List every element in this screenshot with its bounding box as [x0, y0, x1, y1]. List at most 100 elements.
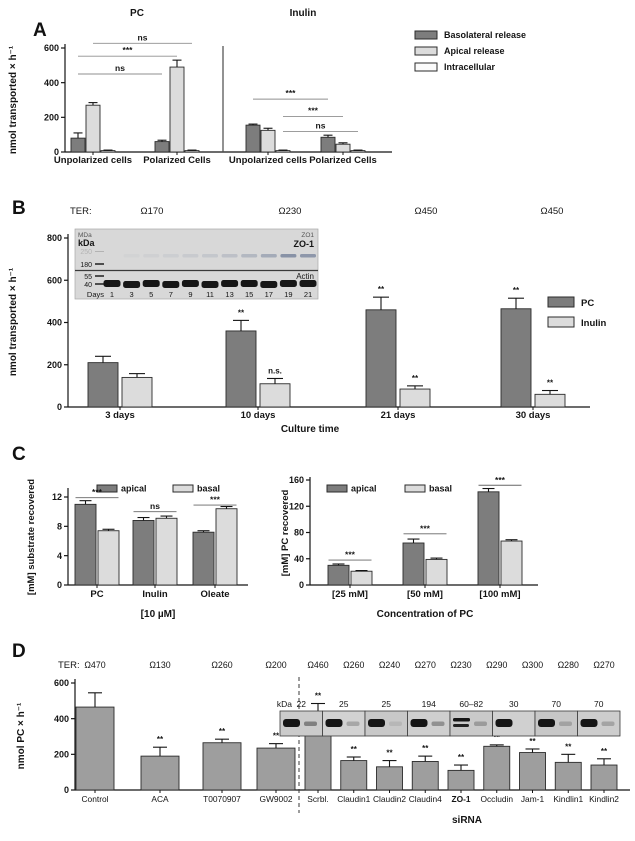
- zo1-band: [241, 254, 258, 258]
- x-axis-label: Concentration of PC: [377, 609, 474, 620]
- sig-annotation: ***: [92, 487, 103, 497]
- zo1-band: [143, 254, 160, 258]
- actin-band: [123, 281, 141, 288]
- inset-zo1-tag: ZO1: [301, 232, 314, 239]
- sig-label: **: [458, 753, 465, 762]
- bar-inulin-2: [399, 388, 431, 408]
- actin-band: [103, 280, 121, 287]
- y-tick-label: 0: [54, 147, 59, 157]
- blot-band-strong: [410, 719, 428, 727]
- y-tick-label: 400: [47, 318, 62, 328]
- y-axis-label: nmol transported × h⁻¹: [8, 45, 19, 154]
- kda-value: 70: [594, 699, 604, 709]
- blot-band-weak: [559, 721, 572, 726]
- bar-basal-2: [215, 508, 238, 586]
- legend-swatch-apical release: [414, 46, 438, 56]
- sig-annotation: ***: [495, 475, 506, 485]
- zo1-band: [280, 254, 297, 258]
- category-label: Control: [82, 794, 109, 804]
- sig-label: **: [494, 733, 501, 742]
- zo1-band: [221, 254, 238, 258]
- zo1-band: [202, 254, 218, 258]
- y-tick-label: 200: [54, 750, 69, 760]
- sig-label: n.s.: [268, 366, 282, 375]
- category-label: Polarized Cells: [309, 155, 377, 166]
- bar-pc-2: [365, 309, 397, 408]
- sig-annotation: ***: [123, 45, 134, 55]
- marker-55: 55: [84, 274, 92, 281]
- category-label: GW9002: [259, 794, 292, 804]
- blot-band-strong: [368, 719, 385, 727]
- legend-label-basolateral release: Basolateral release: [444, 30, 526, 40]
- sig-annotation: ns: [115, 63, 125, 73]
- days-label: Days: [87, 290, 104, 299]
- category-label: PC: [90, 589, 103, 600]
- y-tick-label: 80: [294, 528, 304, 538]
- bar-apical-2: [192, 531, 215, 586]
- ter-value: Ω280: [558, 660, 579, 670]
- panel-c-left-chart: 0 4 8 12 [mM] substrate recovered PC Inulin Ole…: [26, 479, 248, 620]
- panel-d-letter: D: [12, 641, 26, 662]
- y-tick-label: 4: [57, 551, 62, 561]
- sig-annotation: ***: [345, 550, 356, 560]
- y-tick-label: 0: [299, 580, 304, 590]
- actin-band: [142, 280, 160, 287]
- legend-label-apical: apical: [351, 484, 377, 494]
- bar-pc-1: [225, 330, 257, 408]
- ter-value: Ω200: [265, 660, 286, 670]
- category-label: Jam-1: [521, 794, 545, 804]
- ter-value: Ω170: [141, 206, 164, 217]
- sig-annotation: ***: [308, 105, 319, 115]
- category-label: Occludin: [480, 794, 513, 804]
- ter-value: Ω460: [307, 660, 328, 670]
- day-number: 3: [130, 290, 134, 299]
- panel-a-chart: PC Inulin 0 200 400 600 nmol transported × h⁻¹…: [8, 8, 526, 166]
- y-axis-label: nmol PC × h⁻¹: [16, 702, 27, 769]
- day-number: 17: [265, 290, 273, 299]
- panel-c-letter: C: [12, 444, 26, 465]
- sig-label: **: [513, 286, 520, 295]
- marker-40: 40: [84, 282, 92, 289]
- y-tick-label: 0: [64, 785, 69, 795]
- legend-label-pc: PC: [581, 298, 594, 309]
- category-label: [25 mM]: [332, 589, 368, 600]
- ter-label: TER:: [70, 206, 92, 217]
- sig-label: **: [565, 742, 572, 751]
- ter-value: Ω270: [593, 660, 614, 670]
- bar-intracellular-3: [350, 150, 366, 153]
- y-tick-label: 12: [52, 492, 62, 502]
- sig-label: **: [529, 737, 536, 746]
- bar-claudin1: [340, 760, 368, 791]
- bar-inulin-1: [259, 383, 291, 408]
- ter-value: Ω240: [379, 660, 400, 670]
- category-label: 10 days: [241, 410, 276, 421]
- category-label: Claudin1: [337, 794, 370, 804]
- bar-pc-3: [500, 308, 532, 408]
- ter-value: Ω450: [541, 206, 564, 217]
- y-tick-label: 120: [289, 501, 304, 511]
- inset-zo1-label: ZO-1: [293, 239, 314, 249]
- blot-band-strong: [283, 719, 300, 727]
- ter-value: Ω260: [211, 660, 232, 670]
- bar-apical-release-1: [169, 66, 185, 153]
- category-label: Polarized Cells: [143, 155, 211, 166]
- blot-band-strong: [325, 719, 343, 727]
- kda-value: 22: [297, 699, 307, 709]
- blot-band-weak: [474, 721, 487, 726]
- category-label: Unpolarized cells: [54, 155, 132, 166]
- bar-basolateral-release-3: [320, 136, 336, 153]
- day-number: 11: [206, 290, 214, 299]
- category-label: Scrbl.: [307, 794, 328, 804]
- actin-band: [299, 280, 317, 287]
- actin-band: [181, 280, 199, 287]
- bar-jam-1: [519, 752, 546, 791]
- kda-value: 70: [552, 699, 562, 709]
- sig-label: **: [273, 732, 280, 741]
- blot-band-strong-2: [453, 724, 469, 727]
- bar-apical-release-0: [85, 104, 101, 153]
- blot-band-strong: [453, 718, 470, 722]
- legend-swatch-intracellular: [414, 62, 438, 72]
- marker-180: 180: [80, 262, 92, 269]
- panel-c-right-chart: 0 40 80 120 160 [mM] PC recovered [25 mM] [50 m…: [280, 475, 538, 620]
- bar-inulin-3: [534, 393, 566, 408]
